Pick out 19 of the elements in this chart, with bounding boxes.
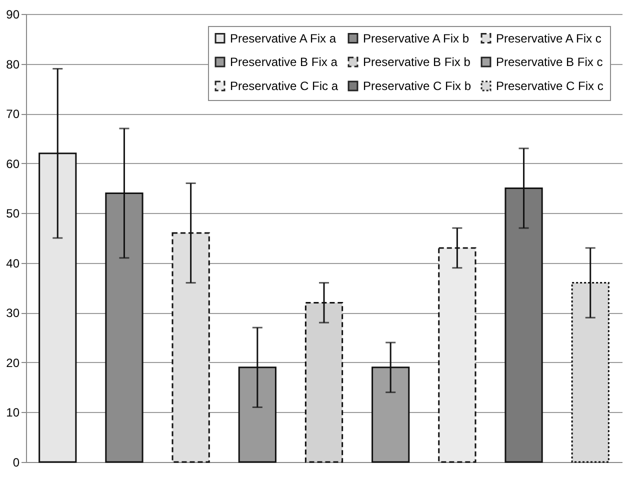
y-tick-label: 10	[6, 406, 20, 420]
y-tick-label: 30	[6, 306, 20, 320]
y-tick-label: 20	[6, 356, 20, 370]
legend-label: Preservative C Fic a	[230, 79, 338, 93]
legend-label: Preservative B Fix c	[496, 55, 603, 69]
legend-label: Preservative B Fix b	[363, 55, 471, 69]
y-tick-label: 80	[6, 57, 20, 72]
legend-label: Preservative A Fix a	[230, 31, 336, 46]
y-tick-label: 40	[6, 256, 20, 270]
y-tick-label: 50	[6, 206, 20, 221]
y-tick-label: 60	[6, 156, 20, 171]
y-tick-label: 90	[6, 8, 20, 22]
legend-label: Preservative C Fix b	[363, 79, 472, 93]
legend-label: Preservative B Fix a	[230, 55, 338, 69]
legend-label: Preservative A Fix c	[496, 31, 602, 46]
y-tick-label: 0	[12, 456, 20, 470]
legend-label: Preservative C Fix c	[496, 79, 604, 93]
legend-label: Preservative A Fix b	[363, 31, 470, 46]
y-tick-label: 70	[6, 107, 20, 122]
